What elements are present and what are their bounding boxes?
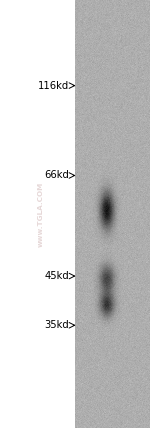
Text: 35kd: 35kd — [44, 320, 69, 330]
Text: 116kd: 116kd — [38, 80, 69, 91]
Text: 66kd: 66kd — [44, 170, 69, 181]
Text: www.TGLA.COM: www.TGLA.COM — [38, 181, 44, 247]
Text: 45kd: 45kd — [44, 271, 69, 281]
